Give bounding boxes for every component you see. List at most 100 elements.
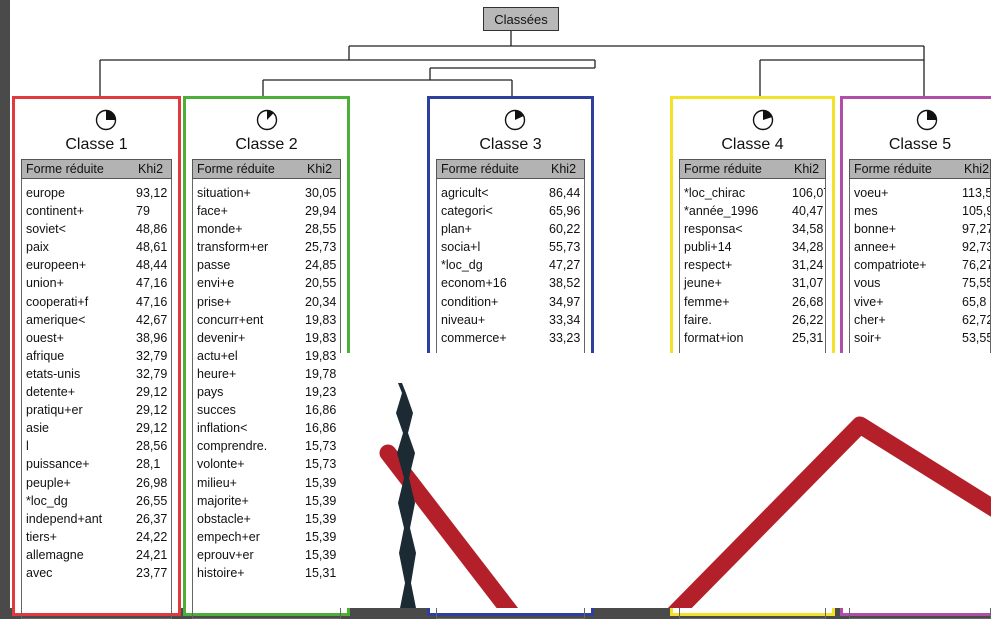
term-form: continent+ bbox=[26, 204, 85, 219]
term-form: cooperati+f bbox=[26, 294, 89, 309]
term-khi2: 15,73 bbox=[305, 457, 337, 472]
table-row: allemagne 24,21 bbox=[22, 546, 171, 564]
term-khi2: 93,12 bbox=[136, 186, 168, 200]
term-form: actu+el bbox=[197, 348, 238, 363]
table-row: bonne+ 97,27 bbox=[850, 220, 990, 238]
term-khi2: 15,39 bbox=[305, 547, 337, 562]
term-khi2: 34,58 bbox=[792, 222, 824, 237]
term-khi2: 33,34 bbox=[549, 312, 581, 327]
term-khi2: 15,31 bbox=[305, 565, 337, 580]
table-row: amerique< 42,67 bbox=[22, 311, 171, 329]
table-row: actu+el 19,83 bbox=[193, 347, 340, 365]
term-khi2: 16,86 bbox=[305, 403, 337, 418]
term-form: format+ion bbox=[684, 330, 744, 345]
term-form: *année_1996 bbox=[684, 204, 759, 219]
term-form: empech+er bbox=[197, 529, 260, 544]
term-form: amerique< bbox=[26, 312, 86, 327]
class-title: Classe 4 bbox=[721, 136, 784, 153]
table-row: agricult< 86,44 bbox=[437, 184, 584, 202]
term-form: ouest+ bbox=[26, 330, 64, 345]
header-khi2: Khi2 bbox=[551, 162, 577, 176]
term-form: situation+ bbox=[197, 186, 251, 200]
term-form: asie bbox=[26, 421, 49, 436]
term-form: annee+ bbox=[854, 240, 897, 255]
table-header: Forme réduite Khi2 bbox=[679, 159, 826, 179]
term-form: *loc_chirac bbox=[684, 186, 746, 200]
table-row: afrique 32,79 bbox=[22, 347, 171, 365]
term-khi2: 29,12 bbox=[136, 421, 168, 436]
term-khi2: 29,12 bbox=[136, 403, 168, 418]
term-form: avec bbox=[26, 565, 53, 580]
term-form: commerce+ bbox=[441, 330, 507, 345]
table-row: annee+ 92,73 bbox=[850, 238, 990, 256]
class-proportion-pie-icon bbox=[504, 109, 526, 131]
term-form: milieu+ bbox=[197, 475, 237, 490]
class-title: Classe 3 bbox=[479, 136, 542, 153]
term-form: *loc_dg bbox=[441, 258, 483, 273]
term-form: respect+ bbox=[684, 258, 733, 273]
table-row: ouest+ 38,96 bbox=[22, 329, 171, 347]
term-khi2: 33,23 bbox=[549, 330, 581, 345]
term-khi2: 76,27 bbox=[962, 258, 991, 273]
table-row: avec 23,77 bbox=[22, 564, 171, 582]
term-khi2: 60,22 bbox=[549, 222, 581, 237]
table-row: econom+16 38,52 bbox=[437, 274, 584, 292]
term-khi2: 16,86 bbox=[305, 421, 337, 436]
term-khi2: 55,73 bbox=[549, 240, 581, 255]
table-row: vous 75,55 bbox=[850, 274, 990, 292]
term-form: heure+ bbox=[197, 366, 237, 381]
term-khi2: 31,24 bbox=[792, 258, 824, 273]
table-row: l 28,56 bbox=[22, 437, 171, 455]
term-khi2: 42,67 bbox=[136, 312, 168, 327]
header-forme-reduite: Forme réduite bbox=[854, 162, 932, 176]
table-header: Forme réduite Khi2 bbox=[192, 159, 341, 179]
term-form: cher+ bbox=[854, 312, 886, 327]
term-form: europe bbox=[26, 186, 65, 200]
term-form: inflation< bbox=[197, 421, 248, 436]
term-table: situation+ 30,05 face+ 29,94 monde+ 28,55 tran… bbox=[192, 179, 341, 619]
term-form: puissance+ bbox=[26, 457, 90, 472]
term-form: pays bbox=[197, 385, 224, 400]
term-khi2: 48,86 bbox=[136, 222, 168, 237]
class-proportion-pie-icon bbox=[752, 109, 774, 131]
term-form: volonte+ bbox=[197, 457, 245, 472]
table-row: puissance+ 28,1 bbox=[22, 455, 171, 473]
term-khi2: 97,27 bbox=[962, 222, 991, 237]
table-row: eprouv+er 15,39 bbox=[193, 546, 340, 564]
table-row: obstacle+ 15,39 bbox=[193, 510, 340, 528]
term-khi2: 15,39 bbox=[305, 511, 337, 526]
term-khi2: 105,94 bbox=[962, 204, 990, 219]
table-header: Forme réduite Khi2 bbox=[436, 159, 585, 179]
term-form: devenir+ bbox=[197, 330, 246, 345]
term-form: jeune+ bbox=[684, 276, 722, 291]
term-khi2: 53,55 bbox=[962, 330, 991, 345]
term-form: afrique bbox=[26, 348, 65, 363]
table-row: etats-unis 32,79 bbox=[22, 365, 171, 383]
term-khi2: 32,79 bbox=[136, 366, 168, 381]
term-table: europe 93,12 continent+ 79 soviet< 48,86 paix 4… bbox=[21, 179, 172, 619]
term-khi2: 28,56 bbox=[136, 439, 168, 454]
class-title: Classe 2 bbox=[235, 136, 298, 153]
term-form: majorite+ bbox=[197, 493, 249, 508]
term-khi2: 20,34 bbox=[305, 294, 337, 309]
table-row: independ+ant 26,37 bbox=[22, 510, 171, 528]
table-row: comprendre. 15,73 bbox=[193, 437, 340, 455]
term-khi2: 24,22 bbox=[136, 529, 168, 544]
table-row: categori< 65,96 bbox=[437, 202, 584, 220]
term-form: econom+16 bbox=[441, 276, 507, 291]
overlay-sketch bbox=[340, 353, 991, 608]
term-khi2: 65,96 bbox=[549, 204, 581, 219]
table-row: paix 48,61 bbox=[22, 238, 171, 256]
term-form: categori< bbox=[441, 204, 493, 219]
table-row: union+ 47,16 bbox=[22, 274, 171, 292]
term-form: union+ bbox=[26, 276, 64, 291]
term-khi2: 65,8 bbox=[962, 294, 987, 309]
term-khi2: 113,59 bbox=[962, 186, 990, 200]
term-khi2: 30,05 bbox=[305, 186, 337, 200]
term-khi2: 26,22 bbox=[792, 312, 824, 327]
dark-pen-stroke bbox=[396, 383, 416, 608]
table-row: envi+e 20,55 bbox=[193, 274, 340, 292]
term-khi2: 19,83 bbox=[305, 330, 337, 345]
table-row: plan+ 60,22 bbox=[437, 220, 584, 238]
term-khi2: 15,73 bbox=[305, 439, 337, 454]
